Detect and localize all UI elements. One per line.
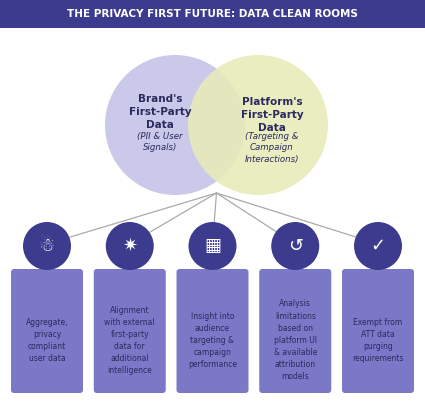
Text: Platform's
First-Party
Data: Platform's First-Party Data — [241, 97, 303, 133]
FancyBboxPatch shape — [342, 269, 414, 393]
FancyBboxPatch shape — [94, 269, 166, 393]
Circle shape — [106, 222, 154, 270]
Text: (Targeting &
Campaign
Interactions): (Targeting & Campaign Interactions) — [245, 132, 299, 164]
Text: ☃: ☃ — [39, 237, 55, 255]
Text: Aggregate,
privacy
compliant
user data: Aggregate, privacy compliant user data — [26, 318, 68, 363]
Text: ✷: ✷ — [122, 237, 137, 255]
Circle shape — [23, 222, 71, 270]
Text: Insight into
audience
targeting &
campaign
performance: Insight into audience targeting & campai… — [188, 312, 237, 369]
FancyBboxPatch shape — [176, 269, 249, 393]
Circle shape — [271, 222, 319, 270]
Text: THE PRIVACY FIRST FUTURE: DATA CLEAN ROOMS: THE PRIVACY FIRST FUTURE: DATA CLEAN ROO… — [67, 9, 358, 19]
Text: Exempt from
ATT data
purging
requirements: Exempt from ATT data purging requirement… — [352, 318, 404, 363]
Text: Analysis
limitations
based on
platform UI
& available
attribution
models: Analysis limitations based on platform U… — [274, 299, 317, 381]
FancyBboxPatch shape — [11, 269, 83, 393]
Circle shape — [188, 55, 328, 195]
FancyBboxPatch shape — [259, 269, 331, 393]
Circle shape — [189, 222, 236, 270]
Text: ✓: ✓ — [371, 237, 385, 255]
FancyBboxPatch shape — [0, 0, 425, 28]
Text: (PII & User
Signals): (PII & User Signals) — [137, 132, 183, 152]
Text: Brand's
First-Party
Data: Brand's First-Party Data — [129, 94, 191, 130]
Circle shape — [105, 55, 245, 195]
Text: ↺: ↺ — [288, 237, 303, 255]
Circle shape — [354, 222, 402, 270]
Text: ▦: ▦ — [204, 237, 221, 255]
Text: Alignment
with external
first-party
data for
additional
intelligence: Alignment with external first-party data… — [105, 306, 155, 375]
